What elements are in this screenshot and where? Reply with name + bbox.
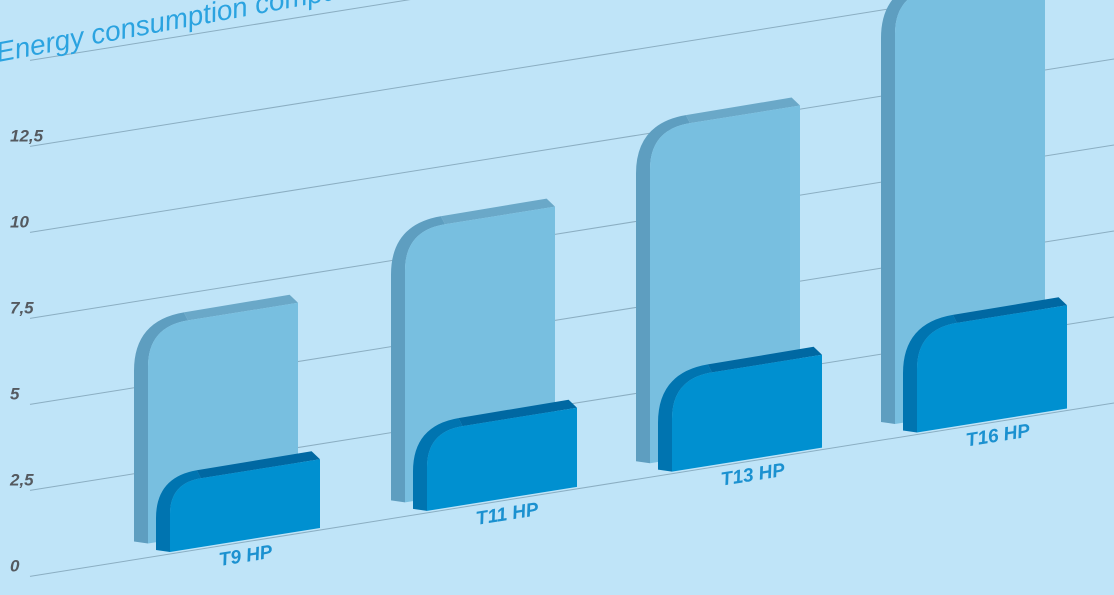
bar-front-top: [458, 399, 577, 427]
y-axis-ticks: 0 2,5 5 7,5 10 12,5: [9, 127, 44, 576]
bar-back-side: [636, 115, 690, 464]
bar-front: [658, 346, 822, 472]
bar-front-face: [917, 305, 1067, 433]
category-label: T9 HP: [217, 542, 274, 571]
bar-front-face: [427, 407, 577, 511]
bar-front-top: [707, 346, 822, 373]
bar-back-side: [391, 216, 445, 503]
y-tick-label: 12,5: [10, 127, 44, 146]
bar-back-top: [685, 97, 800, 124]
bar-front: [903, 297, 1067, 433]
y-tick-label: 10: [10, 213, 29, 232]
grid-line: [29, 402, 1114, 577]
grid-line: [29, 0, 411, 61]
bars: [134, 0, 1067, 552]
bar-front-face: [170, 459, 320, 552]
bar-front-side: [156, 470, 201, 552]
bar-front-top: [952, 297, 1067, 323]
bar-front: [156, 451, 320, 552]
bar-front-side: [413, 418, 463, 511]
bar-back-top: [183, 294, 298, 321]
y-tick-label: 2,5: [9, 471, 34, 490]
bar-back-side: [134, 312, 188, 544]
bar-front-side: [903, 314, 957, 433]
bar-front: [413, 399, 577, 511]
y-tick-label: 0: [10, 557, 20, 576]
bar-front-side: [658, 364, 712, 472]
y-tick-label: 7,5: [10, 299, 34, 318]
bar-front-top: [196, 451, 320, 479]
y-tick-label: 5: [10, 385, 20, 404]
bar-back-top: [440, 198, 555, 225]
bar-back-side: [881, 0, 908, 424]
bar-front-face: [672, 354, 822, 472]
